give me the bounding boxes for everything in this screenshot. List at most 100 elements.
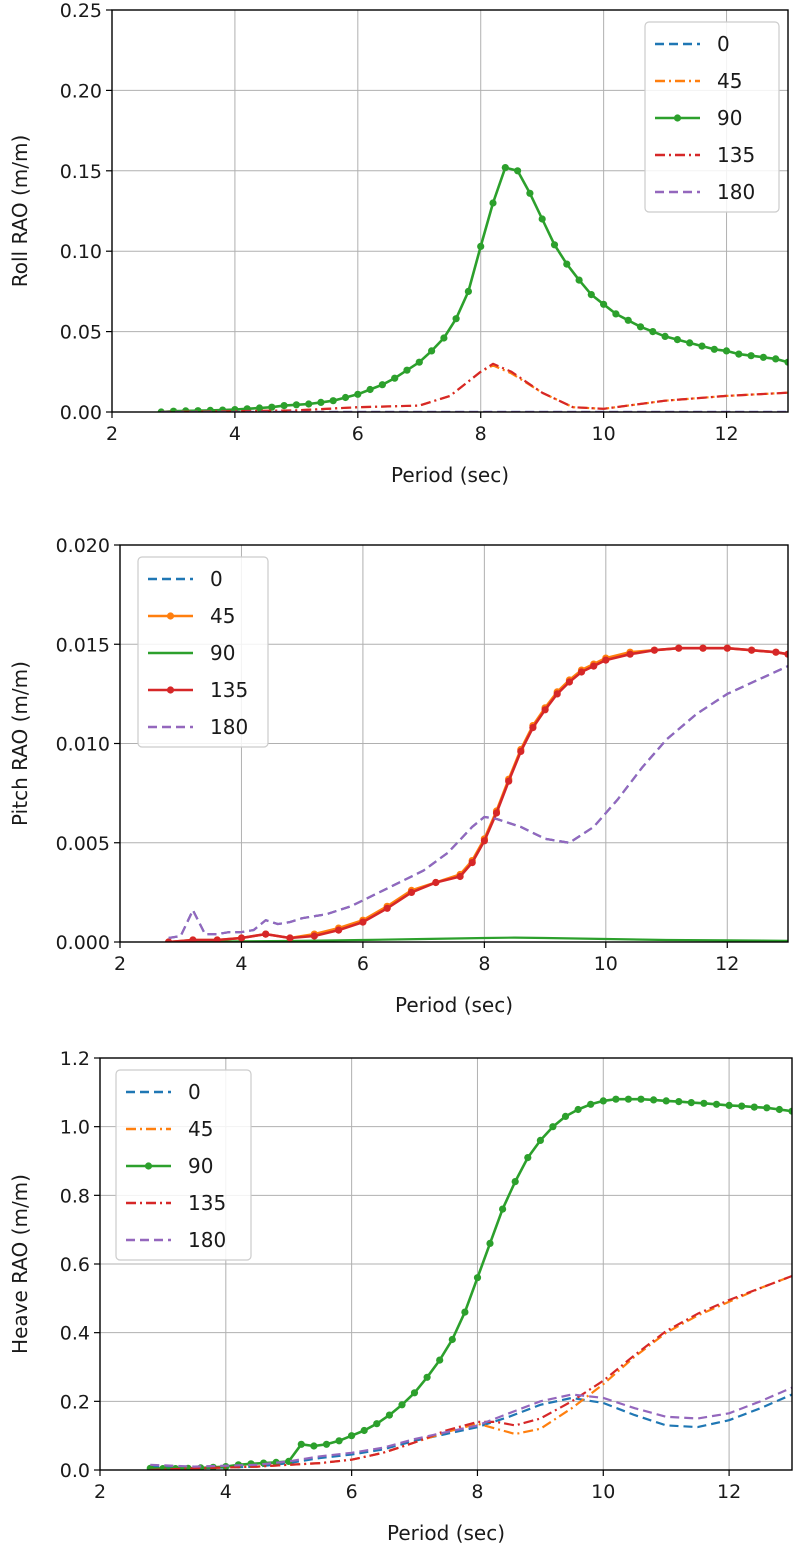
series-point-135 (237, 934, 246, 942)
series-point-90 (477, 242, 485, 250)
series-point-90 (461, 1308, 469, 1316)
series-point-90 (423, 1373, 431, 1381)
series-point-135 (529, 724, 537, 732)
series-point-90 (700, 1099, 708, 1107)
series-point-90 (575, 276, 583, 284)
legend-label-90: 90 (188, 1154, 213, 1178)
chart-1: 2 4 6 8 10 12 0.00 0.05 0.10 0.15 0.20 0.25 Period (… (8, 0, 789, 487)
series-point-90 (398, 1401, 406, 1409)
x-tick-label: 6 (346, 1481, 358, 1503)
series-point-90 (464, 287, 472, 295)
series-point-90 (612, 1095, 620, 1103)
series-point-90 (550, 241, 559, 249)
axes-frame (111, 9, 789, 413)
series-point-90 (499, 1205, 507, 1213)
x-tick-label: 4 (235, 953, 247, 975)
legend-label-0: 0 (188, 1080, 201, 1104)
series-point-90 (712, 1100, 721, 1108)
series-point-90 (600, 300, 608, 308)
y-tick-label: 0.15 (60, 161, 102, 183)
x-tick-label: 12 (714, 423, 738, 445)
legend-label-45: 45 (717, 69, 742, 93)
series-point-135 (553, 690, 561, 698)
x-tick-label: 10 (591, 1481, 615, 1503)
legend-marker-90 (673, 114, 682, 122)
chart-2: 2 4 6 8 10 12 0.000 0.005 0.010 0.015 0.020 Period … (8, 535, 789, 1017)
series-point-90 (285, 1457, 293, 1465)
legend: 0 45 90 135 180 (115, 1069, 252, 1261)
series-point-135 (468, 859, 476, 867)
series-point-90 (473, 1274, 482, 1282)
series-line-180 (168, 665, 788, 940)
series-point-90 (297, 1440, 305, 1448)
y-tick-label: 0.20 (60, 80, 102, 102)
y-tick-label: 0.10 (60, 241, 102, 263)
y-tick-label: 0.2 (60, 1391, 90, 1413)
series-point-90 (788, 1107, 792, 1115)
series-point-135 (383, 904, 391, 912)
series-point-90 (514, 167, 522, 175)
x-tick-label: 10 (592, 423, 616, 445)
y-tick-label: 1.2 (60, 1048, 90, 1070)
y-tick-label: 0.010 (56, 734, 110, 756)
series-point-90 (329, 397, 337, 405)
series-point-135 (723, 644, 731, 652)
x-tick-label: 12 (715, 953, 739, 975)
series-point-90 (341, 393, 350, 402)
series-point-135 (565, 678, 574, 686)
series-point-90 (599, 1097, 607, 1105)
legend-label-135: 135 (210, 678, 248, 702)
legend-box (644, 21, 780, 213)
y-axis-label: Roll RAO (m/m) (8, 135, 32, 288)
series-point-90 (366, 385, 374, 394)
series-group (146, 1095, 792, 1470)
series-point-90 (536, 1136, 545, 1144)
legend-marker-45 (166, 612, 175, 620)
series-point-90 (784, 358, 788, 366)
legend-label-0: 0 (717, 32, 730, 56)
x-tick-label: 8 (471, 1481, 483, 1503)
legend-label-90: 90 (717, 106, 742, 130)
series-point-135 (772, 648, 780, 656)
series-point-90 (738, 1102, 746, 1110)
series-point-90 (373, 1420, 381, 1428)
series-point-90 (410, 1389, 419, 1397)
series-point-135 (650, 646, 659, 654)
series-point-90 (673, 336, 682, 344)
series-point-90 (378, 381, 386, 389)
series-point-135 (748, 646, 756, 654)
series-point-135 (335, 926, 343, 934)
legend-box (115, 1069, 252, 1261)
x-tick-label: 12 (717, 1481, 741, 1503)
series-point-135 (456, 872, 464, 881)
legend-label-180: 180 (717, 180, 755, 204)
series-point-135 (577, 668, 586, 676)
legend-label-135: 135 (188, 1191, 226, 1215)
series-point-135 (492, 809, 501, 817)
series-point-90 (698, 342, 706, 350)
x-axis-label: Period (sec) (387, 1521, 505, 1544)
y-tick-label: 0.25 (60, 0, 102, 22)
series-point-90 (335, 1437, 343, 1445)
series-point-90 (305, 400, 313, 408)
series-point-90 (391, 374, 399, 382)
series-point-90 (538, 215, 546, 223)
series-point-135 (165, 938, 173, 942)
series-point-135 (407, 888, 416, 897)
x-tick-label: 4 (220, 1481, 232, 1503)
series-point-135 (699, 644, 707, 652)
series-point-90 (524, 1154, 532, 1162)
legend-label-45: 45 (210, 604, 235, 628)
series-point-90 (511, 1178, 519, 1186)
series-point-90 (526, 189, 534, 197)
series-point-135 (602, 656, 610, 664)
y-tick-label: 0.4 (60, 1323, 90, 1345)
series-line-135 (161, 362, 788, 412)
series-point-90 (649, 328, 657, 336)
series-line-90 (150, 1097, 792, 1470)
y-tick-label: 0.00 (60, 402, 102, 424)
legend: 0 45 90 135 180 (644, 21, 780, 213)
series-point-90 (280, 402, 288, 410)
series-point-135 (626, 650, 634, 658)
